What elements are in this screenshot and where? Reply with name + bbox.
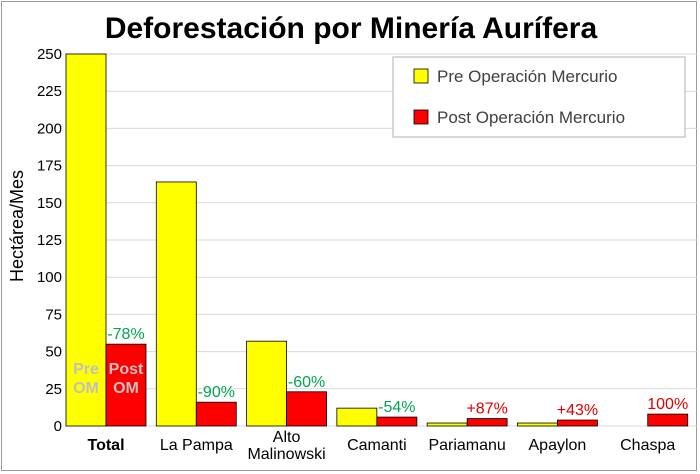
bar-pre-operacion (426, 422, 468, 427)
x-category-label: Camanti (347, 437, 407, 454)
y-tick-label: 75 (45, 306, 62, 323)
y-tick-label: 125 (37, 232, 62, 249)
in-bar-labels: Pre OM Post OM (73, 361, 144, 397)
bars (65, 53, 689, 427)
x-category-label: Chaspa (620, 437, 675, 454)
y-tick-label: 0 (54, 418, 62, 435)
y-axis-ticks: 0 25 50 75 100 125 150 175 200 225 250 (37, 46, 62, 435)
bar-post-operacion (557, 419, 598, 427)
legend-label-post: Post Operación Mercurio (437, 108, 625, 127)
percent-change-label: -78% (107, 326, 144, 343)
bar-post-operacion (376, 416, 418, 427)
x-category-label: Alto Malinowski (247, 429, 325, 463)
bar-post-operacion (647, 413, 689, 427)
y-tick-label: 200 (37, 120, 62, 137)
x-axis-categories: Total La Pampa Alto Malinowski Camanti Pariam… (87, 429, 675, 463)
percent-change-label: 100% (647, 396, 688, 413)
y-tick-label: 25 (45, 381, 62, 398)
bar-pre-operacion (155, 181, 197, 427)
percent-change-label: +87% (466, 401, 507, 418)
bar-pre-operacion (517, 422, 558, 427)
y-tick-label: 175 (37, 158, 62, 175)
x-category-label: Total (87, 437, 124, 454)
legend-swatch-pre (413, 68, 429, 84)
bar-post-operacion (195, 401, 237, 427)
legend-label-pre: Pre Operación Mercurio (437, 67, 617, 86)
bar-pre-operacion (65, 53, 107, 427)
y-tick-label: 100 (37, 269, 62, 286)
y-tick-label: 150 (37, 195, 62, 212)
x-category-label: La Pampa (160, 437, 233, 454)
legend-swatch-post (413, 109, 429, 125)
chart-title: Deforestación por Minería Aurífera (105, 12, 598, 45)
x-category-label: Apaylon (529, 437, 587, 454)
bar-post-operacion (286, 391, 327, 427)
y-tick-label: 225 (37, 83, 62, 100)
bar-pre-operacion (336, 407, 378, 427)
y-tick-label: 250 (37, 46, 62, 63)
y-tick-label: 50 (45, 344, 62, 361)
legend-box (392, 56, 686, 138)
bar-post-operacion (105, 343, 147, 427)
percent-change-label: -54% (378, 399, 415, 416)
bar-pre-operacion (246, 340, 287, 427)
percent-change-label: -60% (288, 374, 325, 391)
percent-annotations: -78% -90% -60% -54% +87% +43% 100% (107, 326, 688, 419)
x-category-label: Pariamanu (428, 437, 505, 454)
percent-change-label: -90% (198, 384, 235, 401)
percent-change-label: +43% (557, 402, 598, 419)
in-bar-label-pre: Pre OM (73, 361, 99, 397)
legend: Pre Operación Mercurio Post Operación Me… (392, 56, 686, 138)
bar-post-operacion (466, 418, 508, 427)
y-axis-label: Hectárea/Mes (7, 170, 27, 282)
in-bar-label-post: Post OM (109, 361, 144, 397)
